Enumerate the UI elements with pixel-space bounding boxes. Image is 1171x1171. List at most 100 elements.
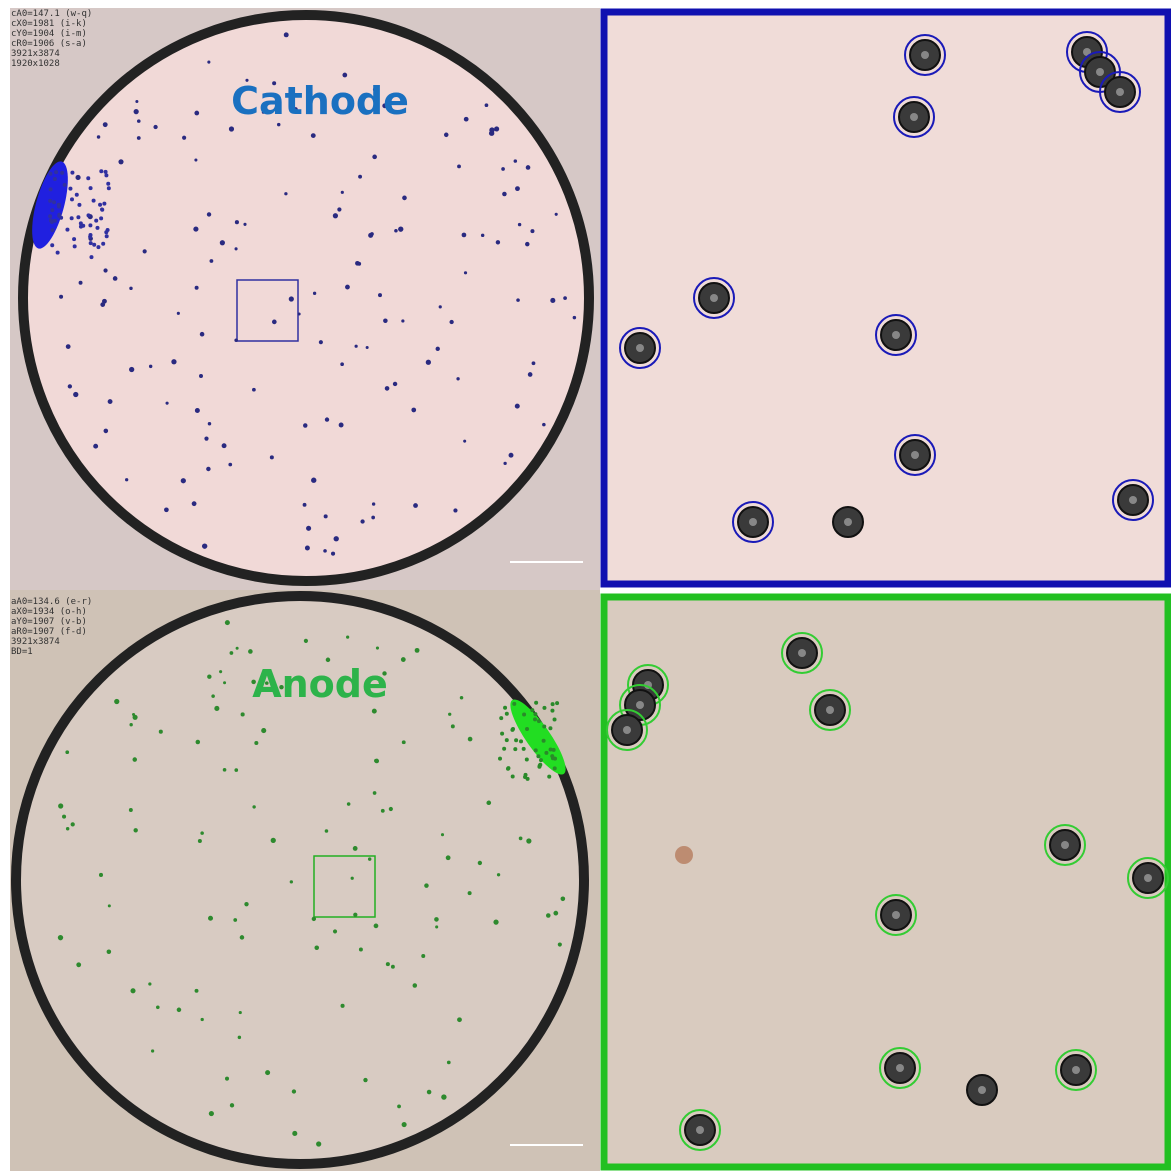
particle-dot [99, 216, 103, 220]
particle-dot [542, 724, 546, 728]
particle-dot [372, 709, 377, 714]
particle-dot [134, 109, 139, 114]
particle-dot [156, 1006, 160, 1010]
particle-highlight [636, 344, 644, 352]
particle-dot [316, 1141, 321, 1146]
particle-dot [100, 302, 105, 307]
particle-dot [304, 639, 308, 643]
particle-dot [306, 526, 311, 531]
particle-dot [252, 805, 255, 808]
particle-dot [481, 234, 484, 237]
particle-dot [462, 233, 467, 238]
particle-dot [199, 374, 203, 378]
particle-dot [58, 935, 63, 940]
particle-dot [551, 702, 555, 706]
particle-dot [530, 229, 534, 233]
particle-dot [70, 197, 74, 201]
particle-dot [448, 713, 451, 716]
particle-dot [424, 883, 428, 887]
particle-dot [108, 399, 113, 404]
particle-dot [325, 417, 329, 421]
particle-dot [341, 191, 344, 194]
particle-dot [70, 216, 74, 220]
particle-dot [214, 706, 219, 711]
particle-highlight [696, 1126, 704, 1134]
particle-dot [355, 261, 360, 266]
debris [675, 846, 693, 864]
particle-dot [93, 444, 98, 449]
particle-dot [533, 712, 537, 716]
particle-highlight [921, 51, 929, 59]
particle-dot [73, 244, 77, 248]
particle-dot [519, 739, 523, 743]
particle-dot [353, 846, 358, 851]
particle-dot [334, 536, 339, 541]
particle-dot [54, 170, 58, 174]
particle-highlight [1061, 841, 1069, 849]
particle-dot [195, 286, 199, 290]
particle-dot [284, 32, 289, 37]
particle-dot [314, 946, 319, 951]
info-line: BD=1 [11, 647, 33, 657]
particle-highlight [1129, 496, 1137, 504]
particle-dot [313, 292, 316, 295]
particle-dot [200, 332, 205, 337]
particle-dot [241, 712, 245, 716]
particle-dot [514, 738, 518, 742]
particle-dot [71, 822, 75, 826]
particle-dot [501, 167, 505, 171]
particle-dot [298, 313, 301, 316]
info-line: aA0=134.6 (e-r) [11, 597, 92, 607]
particle-dot [106, 228, 110, 232]
particle-dot [394, 229, 398, 233]
particle-dot [195, 408, 200, 413]
particle-dot [289, 296, 294, 301]
particle-dot [353, 913, 357, 917]
particle-dot [561, 896, 566, 901]
particle-dot [204, 437, 208, 441]
particle-dot [538, 763, 542, 767]
particle-dot [194, 158, 197, 161]
particle-dot [498, 757, 502, 761]
particle-dot [525, 758, 529, 762]
particle-dot [248, 649, 253, 654]
particle-dot [272, 320, 277, 325]
particle-highlight [978, 1086, 986, 1094]
particle-dot [209, 1111, 214, 1116]
particle-dot [223, 768, 227, 772]
particle-dot [303, 423, 307, 427]
particle-dot [515, 404, 520, 409]
particle-dot [499, 716, 503, 720]
particle-highlight [749, 518, 757, 526]
particle-dot [385, 386, 390, 391]
particle-dot [374, 759, 379, 764]
particle-dot [346, 636, 349, 639]
particle-highlight [892, 911, 900, 919]
particle-dot [530, 708, 534, 712]
particle-dot [331, 552, 335, 556]
particle-dot [235, 220, 239, 224]
particle-dot [77, 203, 81, 207]
particle-dot [207, 61, 210, 64]
particle-dot [143, 249, 147, 253]
particle-dot [238, 1036, 241, 1039]
particle-dot [104, 173, 108, 177]
particle-dot [65, 750, 69, 754]
particle-dot [211, 694, 215, 698]
particle-dot [339, 423, 344, 428]
particle-dot [509, 453, 514, 458]
particle-highlight [1096, 68, 1104, 76]
particle-dot [386, 962, 390, 966]
particle-dot [427, 1090, 432, 1095]
particle-dot [496, 240, 500, 244]
particle-dot [526, 838, 531, 843]
particle-dot [129, 287, 132, 290]
particle-dot [398, 227, 403, 232]
particle-dot [164, 507, 169, 512]
particle-highlight [1072, 1066, 1080, 1074]
particle-dot [58, 803, 63, 808]
particle-dot [89, 241, 93, 245]
particle-dot [436, 347, 440, 351]
particle-dot [464, 117, 469, 122]
particle-dot [223, 681, 226, 684]
